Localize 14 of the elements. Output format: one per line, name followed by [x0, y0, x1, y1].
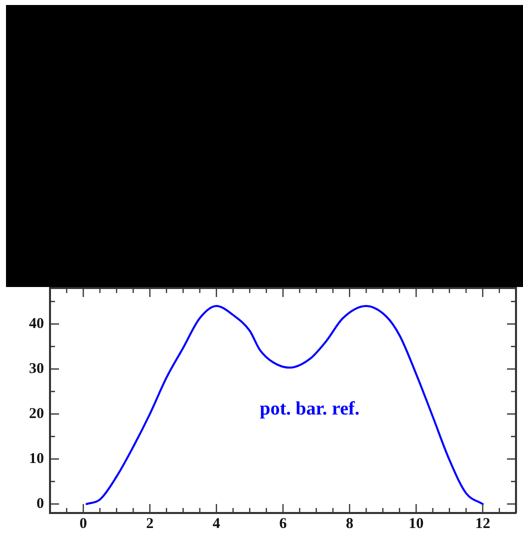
x-tick-label: 0	[80, 516, 88, 532]
y-tick-label: 40	[29, 316, 44, 332]
y-tick-label: 0	[36, 496, 44, 512]
x-tick-label: 6	[279, 516, 288, 532]
y-tick-label: 30	[29, 360, 44, 377]
x-tick-label: 2	[146, 516, 154, 532]
x-tick-label: 12	[475, 516, 490, 532]
x-tick-label: 8	[346, 516, 354, 532]
y-tick-label: 20	[29, 406, 44, 422]
annotation: pot. bar. ref.	[260, 398, 360, 420]
y-tick-label: 10	[29, 450, 44, 467]
line-series	[86, 305, 484, 505]
x-tick-label: 4	[212, 516, 221, 532]
x-tick-label: 10	[408, 516, 424, 532]
